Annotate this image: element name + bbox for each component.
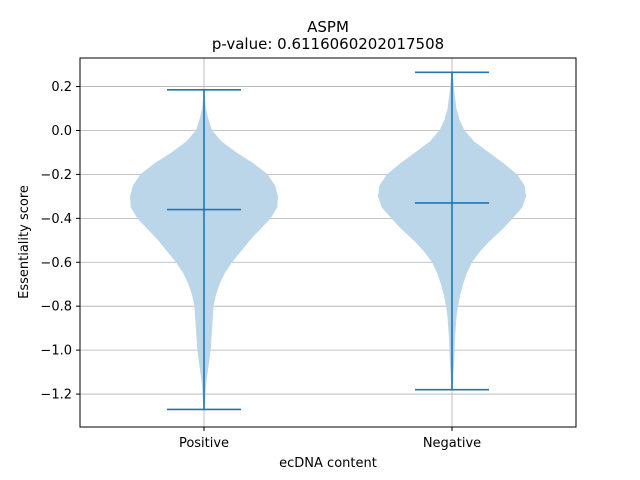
y-tick-label: −1.0 xyxy=(40,344,72,359)
y-tick-label: −0.6 xyxy=(40,256,72,271)
x-tick-label: Negative xyxy=(423,436,481,451)
y-axis-label: Essentiality score xyxy=(17,185,32,299)
plot-frame xyxy=(79,57,577,428)
y-tick-label: 0.2 xyxy=(51,80,72,95)
y-axis-ticks: 0.2 0.0 −0.2 −0.4 −0.6 −0.8 −1.0 −1.2 xyxy=(40,80,80,403)
x-axis-ticks: Positive Negative xyxy=(179,427,481,451)
x-axis-label: ecDNA content xyxy=(279,456,377,471)
x-tick-label: Positive xyxy=(179,436,229,451)
chart-title: ASPM xyxy=(307,18,349,36)
y-tick-label: −0.4 xyxy=(40,212,72,227)
y-tick-label: −1.2 xyxy=(40,388,72,403)
chart-subtitle: p-value: 0.6116060202017508 xyxy=(212,35,444,53)
line-layer xyxy=(167,71,489,411)
y-tick-label: −0.2 xyxy=(40,168,72,183)
y-tick-label: −0.8 xyxy=(40,300,72,315)
y-tick-label: 0.0 xyxy=(51,124,72,139)
